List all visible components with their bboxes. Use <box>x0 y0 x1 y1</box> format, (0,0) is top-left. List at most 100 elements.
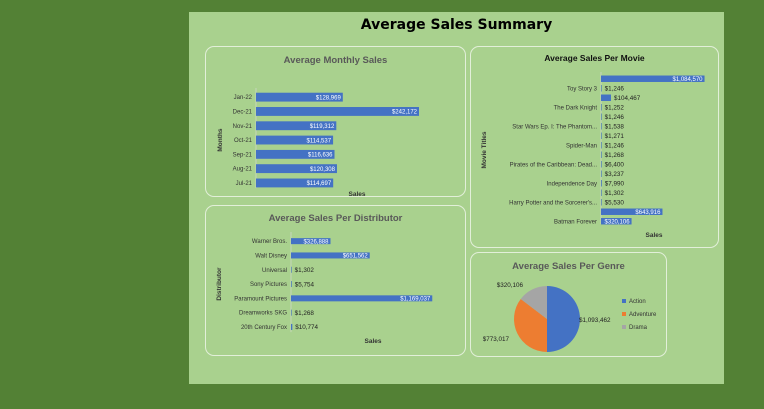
category-label: Star Wars Ep. I: The Phantom... <box>512 124 597 130</box>
bar <box>601 94 611 101</box>
value-label: $3,237 <box>605 171 625 178</box>
bar <box>601 85 602 92</box>
category-label: Oct-21 <box>234 138 253 144</box>
value-label: $1,268 <box>295 310 315 317</box>
category-label: Paramount Pictures <box>234 296 287 302</box>
bar <box>256 107 420 116</box>
value-label: $1,246 <box>605 85 625 92</box>
bar <box>291 252 370 259</box>
category-label: Spider-Man <box>566 143 597 149</box>
category-label: The Dark Knight <box>554 105 598 111</box>
bar <box>291 295 433 302</box>
category-label: Pirates of the Caribbean: Dead... <box>510 162 598 168</box>
pie-slice <box>546 286 581 352</box>
bar <box>601 123 602 130</box>
value-label: $1,538 <box>605 123 625 130</box>
genre-sales-panel[interactable]: Average Sales Per Genre $1,093,462 $773,0… <box>470 252 667 357</box>
bar <box>601 132 602 139</box>
legend-label: Adventure <box>629 312 657 318</box>
value-label: $5,530 <box>605 199 625 206</box>
value-label: $1,252 <box>605 104 625 111</box>
bar <box>601 208 663 215</box>
bar <box>601 218 632 225</box>
value-label: $114,537 <box>306 138 331 144</box>
value-label: $7,990 <box>605 180 625 187</box>
x-axis-label: Sales <box>349 191 366 198</box>
category-label: Sony Pictures <box>250 282 287 288</box>
legend-swatch <box>622 299 626 303</box>
value-label: $1,302 <box>295 267 315 274</box>
value-label: $326,888 <box>303 239 329 245</box>
category-label: Harry Potter and the Sorcerer's... <box>509 200 597 206</box>
y-axis-label: Months <box>217 128 224 151</box>
category-label: Dreamworks SKG <box>239 311 287 317</box>
monthly-sales-panel[interactable]: Average Monthly Sales Jan-22 $128,969 Dec-… <box>205 46 466 198</box>
movie-sales-title: Average Sales Per Movie <box>544 53 645 63</box>
value-label: $1,268 <box>605 152 625 159</box>
slice-label: $320,106 <box>497 282 524 289</box>
bar <box>291 266 292 273</box>
distributor-sales-chart: Warner Bros. $326,888 Walt Disney $651,562 U… <box>216 232 433 345</box>
bar <box>601 170 602 177</box>
bar <box>291 309 292 316</box>
monthly-sales-chart: Jan-22 $128,969 Dec-21 $242,172 Nov-21 $119,3… <box>217 88 420 198</box>
category-label: Sep-21 <box>233 152 253 158</box>
genre-sales-chart: $1,093,462 $773,017 $320,106 Action Adventur… <box>483 282 657 352</box>
value-label: $5,754 <box>295 281 315 288</box>
dashboard-title: Average Sales Summary <box>360 17 553 33</box>
category-label: Walt Disney <box>255 253 287 259</box>
value-label: $10,774 <box>295 324 318 331</box>
bar <box>291 238 331 245</box>
bar <box>601 199 602 206</box>
category-label: 20th Century Fox <box>241 325 287 331</box>
value-label: $643,916 <box>635 210 661 216</box>
movie-sales-panel[interactable]: Average Sales Per Movie $1,084,570 Toy St… <box>470 46 719 248</box>
category-label: Toy Story 3 <box>567 86 598 92</box>
category-label: Aug-21 <box>233 167 253 173</box>
y-axis-label: Movie Titles <box>481 131 488 168</box>
category-label: Independence Day <box>547 181 597 187</box>
bar <box>256 121 337 131</box>
bar <box>256 92 343 102</box>
value-label: $120,308 <box>310 167 336 173</box>
value-label: $114,697 <box>307 181 332 187</box>
bar <box>256 178 334 188</box>
bar <box>256 135 334 145</box>
category-label: Batman Forever <box>554 219 597 225</box>
value-label: $119,312 <box>310 124 335 130</box>
bar <box>256 164 337 174</box>
category-label: Jul-21 <box>236 181 253 187</box>
category-label: Jan-22 <box>234 95 253 101</box>
distributor-sales-panel[interactable]: Average Sales Per Distributor Warner Bro… <box>205 205 466 356</box>
y-axis-label: Distributor <box>216 267 223 301</box>
category-label: Dec-21 <box>233 109 253 115</box>
bar <box>601 113 602 120</box>
dashboard: Average Sales Summary Average Monthly Sa… <box>189 12 724 384</box>
bar <box>601 151 602 158</box>
monthly-sales-title: Average Monthly Sales <box>283 55 388 66</box>
category-label: Warner Bros. <box>252 239 287 245</box>
genre-sales-title: Average Sales Per Genre <box>512 261 625 272</box>
bar <box>291 281 292 288</box>
bar <box>601 142 602 149</box>
bar <box>291 323 293 330</box>
x-axis-label: Sales <box>646 232 663 239</box>
bar <box>601 189 602 196</box>
value-label: $104,467 <box>614 95 641 102</box>
slice-label: $773,017 <box>483 336 510 343</box>
value-label: $1,302 <box>605 190 625 197</box>
bar <box>601 75 705 82</box>
value-label: $1,084,570 <box>672 77 703 83</box>
value-label: $651,562 <box>343 254 369 260</box>
value-label: $242,172 <box>392 110 418 116</box>
value-label: $1,246 <box>605 114 625 121</box>
legend-label: Drama <box>629 325 648 331</box>
value-label: $1,246 <box>605 142 625 149</box>
value-label: $1,169,037 <box>400 297 431 303</box>
x-axis-label: Sales <box>365 338 382 345</box>
value-label: $1,271 <box>605 133 625 140</box>
value-label: $128,969 <box>316 95 342 101</box>
category-label: Universal <box>262 268 287 274</box>
legend-swatch <box>622 312 626 316</box>
pie-slice <box>514 299 547 352</box>
